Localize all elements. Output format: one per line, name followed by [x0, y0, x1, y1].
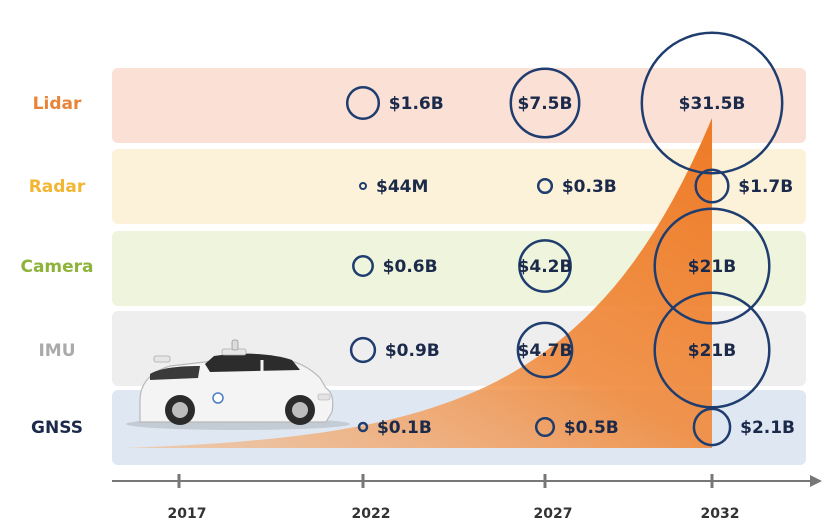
value-label-camera-2027: $4.2B: [518, 257, 573, 277]
x-axis: 2017 2022 2027 2032: [112, 474, 822, 522]
value-label-gnss-2027: $0.5B: [564, 418, 619, 438]
value-label-imu-2022: $0.9B: [385, 341, 440, 361]
value-label-imu-2032: $21B: [688, 341, 736, 361]
bubble-lidar-2032: [640, 31, 784, 175]
value-label-camera-2032: $21B: [688, 257, 736, 277]
bubble-gnss-2032: [692, 407, 732, 447]
band-radar: [112, 149, 806, 224]
bubble-radar-2027: [536, 177, 554, 195]
value-label-imu-2027: $4.7B: [518, 341, 573, 361]
row-label-imu: IMU: [38, 341, 75, 361]
bubble-imu-2022: [349, 336, 377, 364]
value-label-radar-2022: $44M: [376, 177, 428, 197]
row-label-lidar: Lidar: [33, 94, 82, 114]
bubble-gnss-2027: [534, 416, 556, 438]
row-label-camera: Camera: [20, 257, 93, 277]
value-label-lidar-2027: $7.5B: [518, 94, 573, 114]
value-labels: $1.6B $7.5B $31.5B $44M $0.3B $1.7B $0.6B $4.2B…: [376, 94, 795, 438]
bubble-gnss-2022: [357, 421, 369, 433]
band-lidar: [112, 68, 806, 143]
value-label-gnss-2022: $0.1B: [377, 418, 432, 438]
row-label-gnss: GNSS: [31, 418, 83, 438]
bubble-imu-2032: [653, 291, 771, 409]
bubble-camera-2027: [518, 239, 572, 293]
value-label-camera-2022: $0.6B: [383, 257, 438, 277]
bubble-camera-2032: [653, 207, 771, 325]
x-tick-label-2032: 2032: [701, 506, 740, 522]
value-label-lidar-2022: $1.6B: [389, 94, 444, 114]
bubble-imu-2027: [516, 321, 574, 379]
bubbles: [345, 31, 784, 447]
x-axis-arrowhead: [810, 475, 822, 487]
bubble-lidar-2022: [345, 85, 381, 121]
value-label-gnss-2032: $2.1B: [740, 418, 795, 438]
bubble-camera-2022: [352, 255, 374, 277]
x-tick-label-2017: 2017: [168, 506, 207, 522]
growth-area: [125, 118, 712, 448]
bubble-radar-2032: [694, 168, 730, 204]
bubble-lidar-2027: [509, 67, 581, 139]
x-tick-label-2027: 2027: [534, 506, 573, 522]
row-labels: Lidar Radar Camera IMU GNSS: [20, 94, 93, 438]
self-driving-car-illustration: [126, 339, 350, 430]
value-label-lidar-2032: $31.5B: [679, 94, 746, 114]
row-label-radar: Radar: [29, 177, 86, 197]
value-label-radar-2032: $1.7B: [738, 177, 793, 197]
x-tick-label-2022: 2022: [352, 506, 391, 522]
bubble-radar-2022: [359, 182, 367, 190]
value-label-radar-2027: $0.3B: [562, 177, 617, 197]
